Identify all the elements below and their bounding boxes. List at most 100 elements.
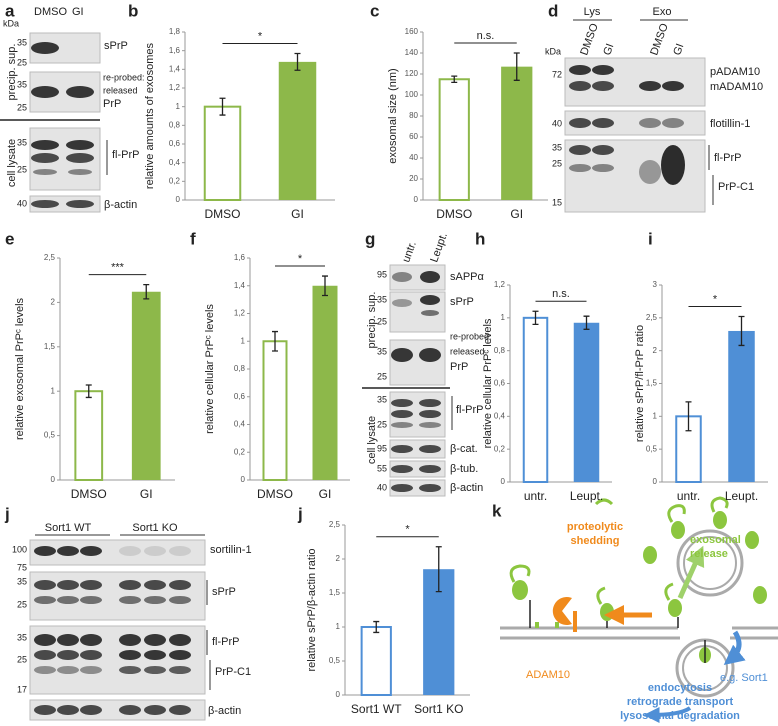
marker: 25: [377, 419, 387, 429]
panel-letter: d: [548, 1, 558, 20]
blot-band: [419, 465, 441, 473]
blot-band: [639, 81, 661, 91]
y-tick-label: 1,8: [169, 27, 181, 36]
y-axis-label: relative exosomal PrPᶜ levels: [14, 297, 26, 440]
panel-letter: h: [475, 229, 485, 248]
y-tick-label: 0,6: [169, 139, 181, 148]
marker: 72: [552, 69, 562, 79]
diagram: [500, 496, 778, 723]
band-label: fl-PrP: [212, 636, 240, 648]
y-tick-label: 40: [409, 153, 418, 162]
blot-band: [391, 484, 413, 492]
y-tick-label: 1: [176, 102, 181, 111]
lane-label: GI: [72, 6, 84, 18]
blot-band: [119, 546, 141, 556]
marker: 25: [377, 371, 387, 381]
x-tick-label: GI: [319, 487, 332, 501]
marker: 55: [377, 463, 387, 473]
blot-band: [57, 596, 79, 604]
y-tick-label: 2: [51, 298, 56, 307]
blot-band: [80, 666, 102, 674]
blot-band: [592, 65, 614, 75]
marker: 25: [552, 158, 562, 168]
blot-band: [144, 666, 166, 674]
significance: *: [405, 524, 410, 536]
band-label: sAPPα: [450, 271, 485, 283]
panel-letter: a: [5, 1, 15, 20]
y-tick-label: 0,4: [494, 411, 506, 420]
marker: 25: [17, 164, 27, 174]
y-tick-label: 1,5: [329, 588, 341, 597]
band-label: sortilin-1: [210, 544, 252, 556]
error-bar: [373, 620, 380, 634]
lane-label: untr.: [400, 240, 419, 264]
y-tick-label: 0,8: [234, 364, 246, 373]
marker: 35: [17, 37, 27, 47]
blot-band: [31, 200, 59, 208]
band-label: β-tub.: [450, 463, 478, 475]
marker: 35: [17, 576, 27, 586]
diagram-label: release: [690, 548, 728, 560]
lane-label: DMSO: [578, 21, 601, 57]
y-tick-label: 80: [409, 111, 418, 120]
blot-band: [34, 634, 56, 646]
y-tick-label: 0,4: [169, 158, 181, 167]
y-tick-label: 0: [414, 195, 419, 204]
group-label: Sort1 WT: [45, 522, 92, 534]
x-tick-label: DMSO: [257, 487, 293, 501]
significance: ***: [111, 262, 125, 274]
y-tick-label: 0,2: [234, 447, 246, 456]
y-tick-label: 1,6: [234, 253, 246, 262]
blot-band: [31, 42, 59, 54]
blot-band: [57, 705, 79, 715]
blot-band: [80, 546, 102, 556]
error-bar: [451, 75, 458, 84]
y-tick-label: 100: [405, 90, 419, 99]
y-tick-label: 1,4: [169, 64, 181, 73]
blot-band: [592, 164, 614, 172]
blot-band: [391, 348, 413, 362]
blot-band: [592, 81, 614, 91]
blot-band: [639, 118, 661, 128]
blot-band: [569, 81, 591, 91]
blot-band: [66, 200, 94, 208]
blot-band: [420, 295, 440, 305]
error-bar: [85, 384, 92, 399]
y-tick-label: 2,5: [44, 253, 56, 262]
blot-strip: [389, 439, 446, 459]
y-tick-label: 1: [653, 411, 658, 420]
marker: 35: [17, 632, 27, 642]
bar: [573, 322, 600, 482]
significance: n.s.: [552, 288, 570, 300]
y-tick-label: 140: [405, 48, 419, 57]
lane-label: GI: [601, 42, 616, 57]
blot-band: [169, 580, 191, 590]
blot-band: [80, 634, 102, 646]
band-label: flotillin-1: [710, 118, 750, 130]
band-label: sPrP: [104, 40, 128, 52]
y-tick-label: 0,5: [646, 444, 658, 453]
y-tick-label: 1,4: [234, 281, 246, 290]
blot-band: [34, 666, 56, 674]
blot-strip: [389, 479, 446, 497]
bar: [203, 105, 242, 201]
marker: 40: [377, 482, 387, 492]
blot-band: [119, 596, 141, 604]
marker: 95: [377, 443, 387, 453]
x-tick-label: DMSO: [205, 207, 241, 221]
diagram-label: endocytosis: [648, 682, 712, 694]
side-label: precip. sup.: [6, 44, 18, 101]
error-bar: [532, 310, 539, 326]
blot-band: [569, 145, 591, 155]
y-tick-label: 0,5: [44, 431, 56, 440]
error-bar: [513, 52, 520, 81]
blot-band: [420, 271, 440, 283]
y-tick-label: 0,2: [494, 444, 506, 453]
band-label: PrP-C1: [718, 181, 754, 193]
blot-band: [34, 596, 56, 604]
band-label: released: [450, 346, 485, 356]
blot-band: [662, 118, 684, 128]
error-bar: [219, 97, 226, 116]
y-tick-label: 1: [241, 336, 246, 345]
